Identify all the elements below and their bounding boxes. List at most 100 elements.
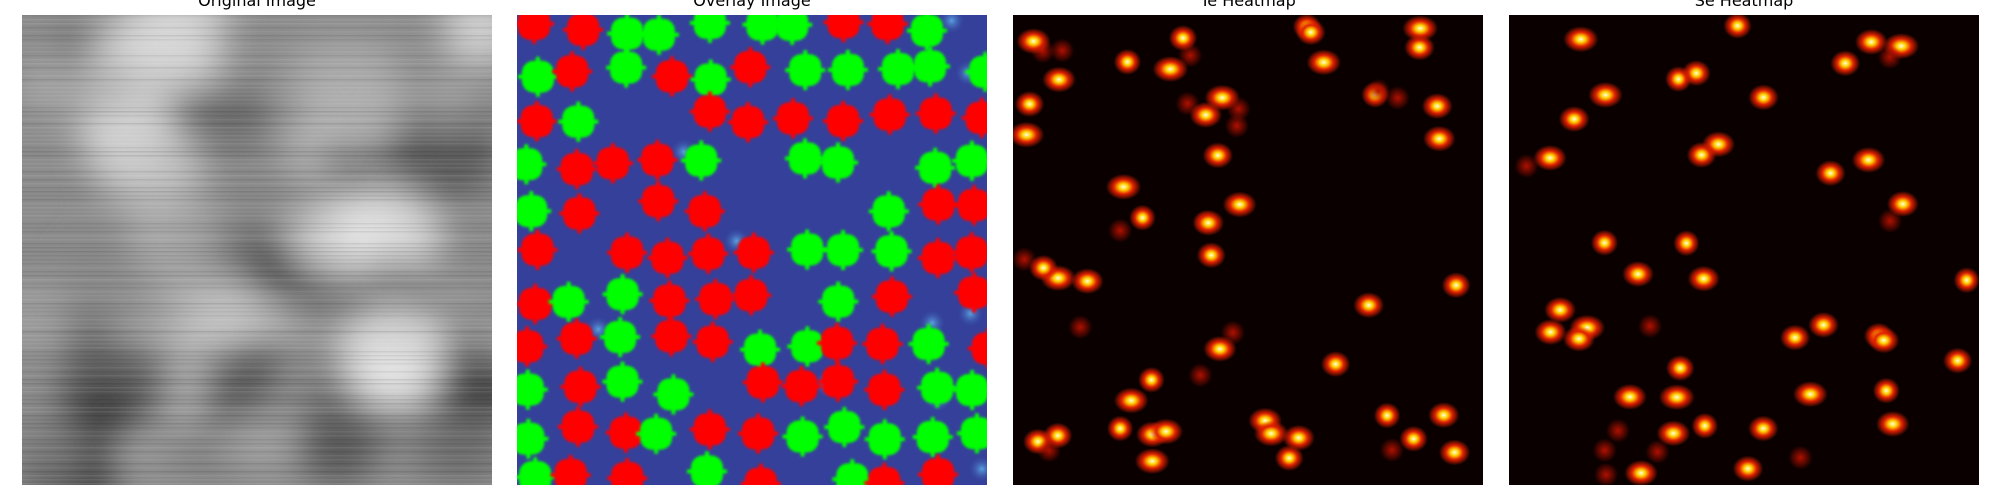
marker-tick [970,370,975,411]
marker-tick [972,185,977,226]
marker [517,326,548,367]
marker-tick [704,451,709,485]
marker-tick [525,369,530,410]
marker [918,454,959,485]
marker [915,147,956,188]
panel-title: Overlay Image [693,0,810,10]
marker [816,323,857,364]
marker-tick [713,279,718,320]
marker-tick [535,229,540,270]
scan-line [22,111,492,113]
scan-line [22,407,492,409]
dim-spot [1385,85,1410,110]
marker-tick [969,232,974,273]
scan-line [22,483,492,485]
marker [550,455,591,485]
scan-line [22,71,492,73]
scan-line [22,463,492,465]
texture-blob [427,207,492,262]
hot-spot [1402,15,1439,42]
scan-line [22,91,492,93]
scan-line [22,319,492,321]
blue-spot [967,455,987,484]
marker [517,283,556,324]
marker-tick [805,326,810,367]
scan-line [22,87,492,89]
hot-spot [1815,160,1846,187]
marker-tick [517,209,552,214]
marker-tick [834,323,839,364]
dim-spot [1036,438,1061,463]
scan-line [22,339,492,341]
marker-tick [924,15,929,51]
marker [607,15,648,54]
marker-tick [954,290,987,295]
marker-tick [972,272,977,313]
marker [956,413,987,454]
texture-blob [434,362,492,417]
marker-tick [525,326,530,367]
marker-tick [669,56,674,97]
scan-line [22,311,492,313]
dim-spot [1645,439,1670,464]
marker [742,15,783,45]
marker [872,276,913,317]
marker [692,321,733,362]
scan-line [22,243,492,245]
scan-line [22,139,492,141]
marker-tick [576,101,581,142]
hot-spot [1656,420,1691,447]
marker-tick [532,15,537,44]
marker-tick [835,142,840,183]
scan-line [22,123,492,125]
scan-line [22,363,492,365]
scan-line [22,55,492,57]
texture-blob [213,420,297,462]
marker [681,140,722,181]
hot-spot [1533,144,1567,171]
marker [868,191,909,232]
marker [689,91,730,132]
marker-tick [985,328,987,369]
marker [560,366,601,407]
marker [864,419,905,460]
texture-blob [62,236,160,329]
dim-spot [1638,314,1663,339]
scan-line [22,239,492,241]
scan-line [22,355,492,357]
marker [558,101,599,142]
marker-tick [758,329,763,370]
marker [787,326,828,367]
hot-spot [1202,142,1234,169]
marker-tick [800,416,805,457]
marker [688,233,729,274]
marker [961,97,987,138]
marker-tick [890,276,895,317]
scan-line [22,179,492,181]
dim-spot [1226,96,1251,121]
marker [954,185,987,226]
dim-spot [1050,38,1075,63]
hot-spot [1793,381,1828,408]
marker [651,316,692,357]
scan-line [22,23,492,25]
hot-spot [1129,204,1156,231]
dim-spot [1594,462,1619,485]
scan-line [22,347,492,349]
hot-spot [1438,439,1471,466]
marker [606,47,647,88]
scan-line [22,227,492,229]
marker [785,138,826,179]
hot-spot [1105,173,1142,200]
hot-spot [1306,49,1342,76]
marker-tick [969,140,974,181]
marker-tick [526,418,531,459]
scan-line [22,155,492,157]
hot-spot [1196,242,1226,269]
scan-line [22,159,492,161]
scan-line [22,475,492,477]
marker [906,15,947,51]
marker [823,100,864,141]
scan-line [22,255,492,257]
marker-tick [983,51,987,92]
